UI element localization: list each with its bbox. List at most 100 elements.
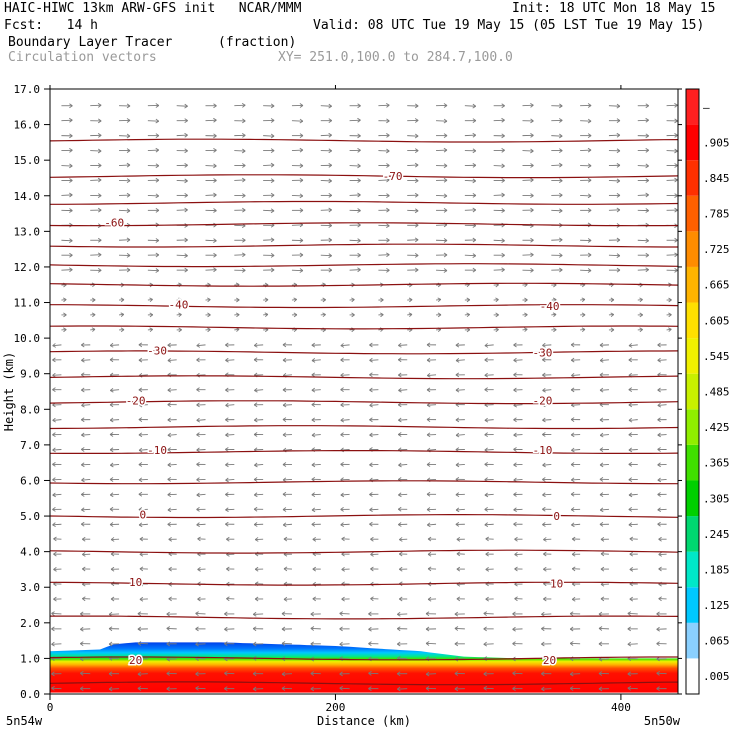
circulation-vector bbox=[138, 432, 148, 438]
circulation-vector bbox=[629, 596, 638, 602]
circulation-vector bbox=[282, 507, 292, 512]
circulation-vector bbox=[628, 387, 638, 393]
circulation-vector bbox=[543, 551, 552, 557]
circulation-vector bbox=[90, 177, 102, 183]
circulation-vector bbox=[147, 297, 153, 303]
circulation-vector bbox=[225, 462, 235, 468]
circulation-vector bbox=[542, 432, 552, 437]
circulation-vector bbox=[340, 417, 350, 423]
temperature-contour bbox=[50, 200, 679, 205]
circulation-vector bbox=[599, 417, 609, 423]
circulation-vector bbox=[137, 671, 148, 677]
circulation-vector bbox=[426, 402, 437, 408]
circulation-vector bbox=[637, 103, 650, 109]
circulation-vector bbox=[110, 551, 120, 557]
circulation-vector bbox=[407, 118, 419, 123]
circulation-vector bbox=[571, 566, 581, 572]
circulation-vector bbox=[637, 147, 650, 153]
circulation-vector bbox=[349, 267, 361, 273]
circulation-vector bbox=[119, 253, 131, 258]
y-tick-label: 8.0 bbox=[20, 403, 40, 416]
circulation-vector bbox=[666, 133, 678, 138]
colorbar-label: .785 bbox=[703, 208, 730, 221]
circulation-vector bbox=[349, 178, 361, 183]
circulation-vector bbox=[176, 237, 188, 243]
circulation-vector bbox=[119, 192, 131, 198]
temperature-contour bbox=[49, 174, 679, 179]
circulation-vector bbox=[108, 686, 120, 692]
circulation-vector bbox=[119, 162, 131, 168]
temperature-contour bbox=[49, 243, 678, 248]
x-endpoint-right: 5n50w bbox=[644, 714, 681, 728]
circulation-vector bbox=[252, 611, 264, 617]
circulation-vector bbox=[598, 686, 609, 692]
colorbar-label: .185 bbox=[703, 563, 730, 576]
circulation-vector bbox=[657, 521, 667, 527]
circulation-vector bbox=[205, 117, 217, 123]
circulation-vector bbox=[369, 521, 379, 527]
circulation-vector bbox=[253, 432, 264, 437]
circulation-vector bbox=[205, 297, 211, 303]
circulation-vector bbox=[656, 611, 667, 617]
circulation-vector bbox=[80, 626, 91, 632]
circulation-vector bbox=[282, 342, 292, 348]
circulation-vector bbox=[657, 507, 667, 513]
circulation-vector bbox=[464, 267, 477, 273]
circulation-vector bbox=[454, 626, 465, 631]
circulation-vector bbox=[61, 133, 73, 139]
circulation-vector bbox=[407, 312, 413, 317]
circulation-vector bbox=[81, 402, 91, 408]
circulation-vector bbox=[569, 671, 581, 677]
circulation-vector bbox=[464, 237, 477, 243]
circulation-vector bbox=[599, 387, 609, 393]
circulation-vector bbox=[542, 387, 552, 393]
circulation-vector bbox=[109, 492, 120, 498]
circulation-vector bbox=[368, 611, 379, 617]
circulation-vector bbox=[282, 387, 292, 393]
circulation-vector bbox=[176, 118, 188, 124]
circulation-vector bbox=[542, 357, 552, 363]
circulation-vector bbox=[455, 492, 465, 497]
circulation-vector bbox=[571, 447, 581, 453]
circulation-vector bbox=[147, 312, 154, 318]
circulation-vector bbox=[666, 207, 678, 213]
circulation-vector bbox=[569, 641, 581, 646]
circulation-vector bbox=[167, 447, 177, 452]
circulation-vector bbox=[196, 432, 206, 438]
circulation-vector bbox=[522, 163, 534, 168]
circulation-vector bbox=[196, 343, 206, 348]
circulation-vector bbox=[483, 685, 494, 691]
circulation-vector bbox=[340, 447, 350, 453]
circulation-vector bbox=[484, 492, 494, 498]
circulation-vector bbox=[493, 147, 505, 153]
circulation-vector bbox=[205, 178, 217, 183]
colorbar-swatch bbox=[686, 89, 699, 125]
circulation-vector bbox=[312, 596, 321, 602]
circulation-vector bbox=[396, 671, 408, 677]
circulation-vector bbox=[340, 432, 350, 438]
circulation-vector bbox=[369, 507, 379, 513]
circulation-vector bbox=[427, 536, 437, 542]
circulation-vector bbox=[571, 372, 581, 378]
circulation-vector bbox=[368, 641, 379, 647]
circulation-vector bbox=[349, 252, 361, 258]
circulation-vector bbox=[61, 267, 73, 273]
circulation-vector bbox=[320, 207, 332, 213]
circulation-vector bbox=[282, 462, 292, 467]
circulation-vector bbox=[349, 103, 361, 109]
circulation-vector bbox=[176, 148, 188, 154]
circulation-vector bbox=[205, 192, 217, 198]
circulation-vector bbox=[320, 178, 332, 184]
circulation-vector bbox=[378, 177, 390, 183]
circulation-vector bbox=[90, 193, 102, 198]
circulation-vector bbox=[341, 596, 350, 602]
circulation-vector bbox=[398, 417, 408, 423]
circulation-vector bbox=[234, 148, 246, 154]
circulation-vector bbox=[398, 522, 408, 527]
circulation-vector bbox=[627, 671, 638, 677]
circulation-vector bbox=[599, 492, 609, 497]
circulation-vector bbox=[320, 312, 326, 318]
circulation-vector bbox=[522, 177, 534, 183]
circulation-vector bbox=[407, 192, 419, 198]
circulation-vector bbox=[608, 297, 615, 303]
